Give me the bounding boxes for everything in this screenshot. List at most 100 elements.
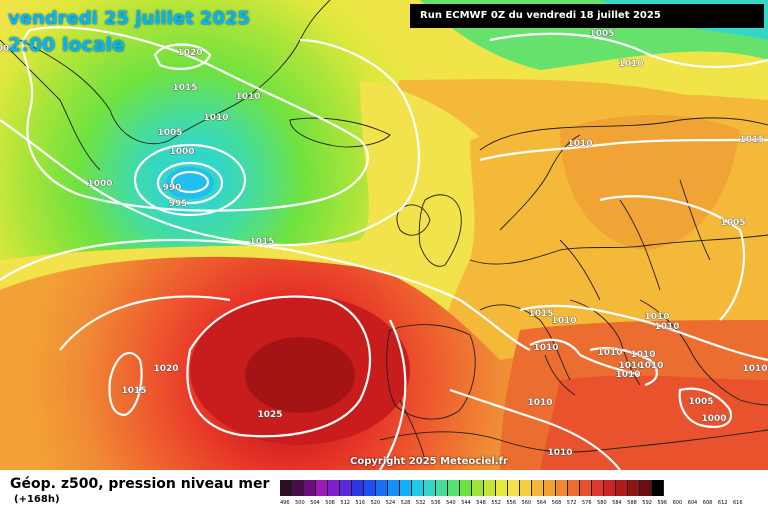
scale-value: 516: [355, 500, 366, 506]
scale-swatch: [424, 480, 436, 496]
isobar-label: 1000: [87, 179, 112, 189]
copyright-text: Copyright 2025 Meteociel.fr: [350, 456, 508, 467]
scale-value: 552: [491, 500, 501, 506]
scale-swatch: [496, 480, 508, 496]
isobar-label: 1010: [533, 343, 558, 353]
scale-swatch: [652, 480, 664, 496]
run-info-banner: Run ECMWF 0Z du vendredi 18 juillet 2025: [410, 4, 764, 28]
isobar-label: 1020: [153, 364, 178, 374]
isobar-label: 1015: [739, 135, 764, 145]
isobar-label: 1005: [688, 397, 713, 407]
scale-value: 568: [551, 500, 562, 506]
scale-swatch: [412, 480, 424, 496]
isobar-lines: [0, 26, 768, 470]
color-scale-labels: 496 500 504 508 512 516 520 524 528 532 536 540 544 5…: [280, 500, 760, 510]
isobar-label: 1015: [249, 237, 274, 247]
scale-swatch: [340, 480, 352, 496]
isobar-label: 1010: [654, 322, 679, 332]
isobar-label: 1000: [169, 147, 194, 157]
isobar-label: 1005: [720, 218, 745, 228]
legend-subtitle: (+168h): [14, 494, 60, 505]
color-scale: [280, 480, 664, 498]
scale-swatch: [532, 480, 544, 496]
scale-swatch: [628, 480, 640, 496]
scale-value: 616: [733, 500, 743, 506]
scale-swatch: [400, 480, 412, 496]
scale-value: 512: [340, 500, 350, 506]
scale-value: 608: [702, 500, 713, 506]
scale-value: 612: [717, 500, 728, 506]
isobar-label: 1010: [618, 59, 643, 69]
isobar-label: 1010: [203, 113, 228, 123]
scale-value: 504: [310, 500, 320, 506]
scale-value: 560: [521, 500, 532, 506]
scale-value: 508: [325, 500, 335, 506]
scale-swatch: [388, 480, 400, 496]
scale-value: 500: [295, 500, 305, 506]
isobar-label: 1000: [0, 44, 16, 54]
scale-value: 532: [415, 500, 426, 506]
isobar-label: 1010: [597, 348, 622, 358]
scale-swatch: [580, 480, 592, 496]
isobar-label: 1010: [742, 364, 767, 374]
scale-swatch: [304, 480, 316, 496]
isobar-label: 990: [163, 183, 182, 193]
scale-swatch: [520, 480, 532, 496]
scale-value: 524: [385, 500, 396, 506]
isobar-label: 1010: [547, 448, 572, 458]
isobar-label: 1010: [618, 361, 643, 371]
scale-value: 520: [370, 500, 381, 506]
scale-value: 600: [672, 500, 683, 506]
scale-value: 588: [627, 500, 637, 506]
scale-swatch: [616, 480, 628, 496]
scale-swatch: [316, 480, 328, 496]
isobar-label: 1010: [644, 312, 669, 322]
scale-value: 556: [506, 500, 517, 506]
isobar-labels: 1020101510101010100510009909951000101510…: [0, 29, 768, 459]
isobar-label: 1010: [615, 370, 640, 380]
scale-value: 564: [536, 500, 547, 506]
scale-swatch: [460, 480, 472, 496]
scale-swatch: [472, 480, 484, 496]
legend-panel: Géop. z500, pression niveau mer (+168h) …: [0, 470, 768, 512]
scale-swatch: [604, 480, 616, 496]
isobar-label: 1010: [638, 361, 663, 371]
isobar-label: 1015: [528, 309, 553, 319]
isobar-label: 1010: [527, 398, 552, 408]
isobar-label: 1000: [701, 414, 726, 424]
scale-swatch: [640, 480, 652, 496]
isobar-label: 1025: [257, 410, 282, 420]
isobar-label: 995: [169, 199, 188, 209]
scale-swatch: [364, 480, 376, 496]
scale-swatch: [544, 480, 556, 496]
forecast-date: vendredi 25 juillet 2025: [8, 8, 251, 29]
isobar-label: 1015: [121, 386, 146, 396]
scale-swatch: [448, 480, 460, 496]
country-borders: [0, 0, 768, 461]
weather-map: 1020101510101010100510009909951000101510…: [0, 0, 768, 470]
scale-swatch: [376, 480, 388, 496]
isobar-label: 1010: [235, 92, 260, 102]
scale-swatch: [292, 480, 304, 496]
scale-swatch: [556, 480, 568, 496]
scale-value: 496: [280, 500, 290, 506]
scale-value: 528: [400, 500, 411, 506]
scale-value: 592: [642, 500, 652, 506]
isobar-label: 1015: [172, 83, 197, 93]
scale-value: 548: [476, 500, 486, 506]
legend-title: Géop. z500, pression niveau mer: [10, 476, 270, 492]
scale-value: 572: [566, 500, 577, 506]
scale-swatch: [592, 480, 604, 496]
scale-swatch: [436, 480, 448, 496]
isobar-label: 1005: [589, 29, 614, 39]
scale-value: 604: [687, 500, 698, 506]
scale-value: 536: [431, 500, 441, 506]
scale-value: 540: [446, 500, 456, 506]
scale-swatch: [280, 480, 292, 496]
isobar-label: 1010: [551, 316, 576, 326]
scale-swatch: [352, 480, 364, 496]
scale-swatch: [328, 480, 340, 496]
scale-value: 544: [461, 500, 471, 506]
scale-swatch: [568, 480, 580, 496]
